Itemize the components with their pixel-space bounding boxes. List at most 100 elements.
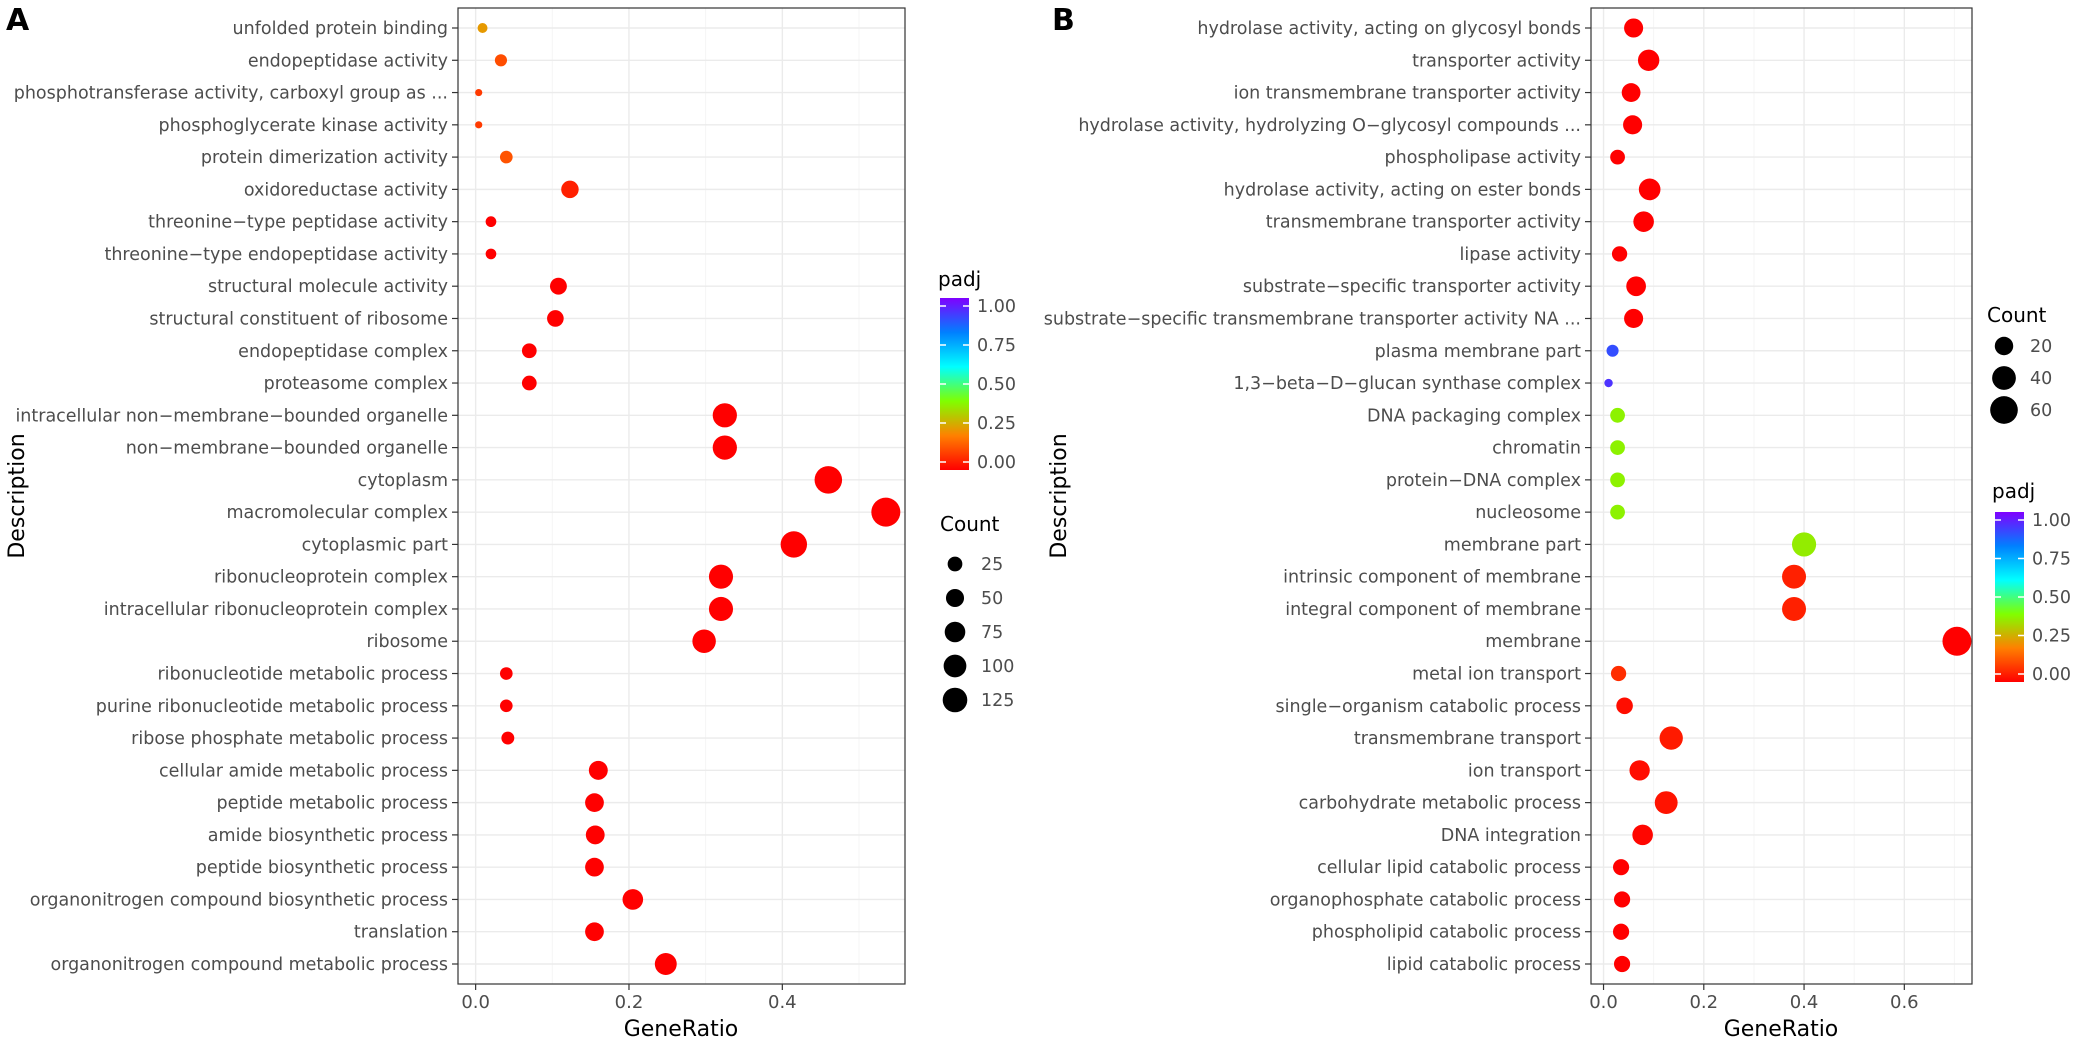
data-point [780, 531, 808, 558]
category-label: chromatin [1492, 439, 1581, 459]
data-point [692, 629, 716, 653]
category-label: phosphotransferase activity, carboxyl gr… [14, 84, 448, 104]
data-point [1613, 955, 1631, 973]
count-legend-label: 60 [2030, 401, 2052, 421]
data-point [1629, 760, 1650, 781]
count-legend-label: 50 [981, 589, 1003, 609]
x-tick-label: 0.4 [1790, 992, 1819, 1013]
category-label: threonine−type endopeptidase activity [104, 245, 448, 265]
panel-b: B hydrolase activity, acting on glycosyl… [1044, 3, 2071, 1042]
data-point [1791, 532, 1817, 557]
category-label: substrate−specific transmembrane transpo… [1044, 309, 1581, 329]
category-label: integral component of membrane [1285, 600, 1581, 620]
category-label: protein−DNA complex [1386, 471, 1581, 491]
category-label: transmembrane transport [1354, 729, 1581, 749]
category-label: oxidoreductase activity [244, 180, 448, 200]
colorbar-label: 0.25 [2032, 627, 2071, 647]
category-label: lipase activity [1459, 245, 1581, 265]
category-label: hydrolase activity, acting on ester bond… [1224, 180, 1581, 200]
count-legend-label: 100 [981, 657, 1014, 677]
count-legend-dot [944, 621, 966, 643]
panel-a-count-items: 25 50 75 100 125 [942, 555, 1014, 713]
category-label: transporter activity [1412, 51, 1581, 71]
category-label: intrinsic component of membrane [1283, 568, 1581, 588]
category-label: ion transport [1468, 761, 1581, 781]
data-point [1624, 308, 1644, 329]
data-point [1610, 472, 1625, 488]
colorbar-label: 0.25 [977, 414, 1016, 434]
count-legend-label: 40 [2030, 369, 2052, 389]
category-label: DNA integration [1441, 826, 1581, 846]
panel-a-category-labels: unfolded protein binding endopeptidase ac… [14, 19, 458, 975]
x-tick-label: 0.2 [1689, 992, 1718, 1013]
data-point [475, 121, 483, 129]
panel-b-x-ticks: 0.0 0.2 0.4 0.6 [1589, 984, 1919, 1013]
data-point [588, 760, 608, 780]
panel-a-padj-legend-title: padj [938, 267, 981, 291]
category-label: cellular amide metabolic process [159, 761, 448, 781]
data-point [477, 23, 488, 33]
category-label: organophosphate catabolic process [1270, 890, 1581, 910]
data-point [622, 889, 644, 910]
data-point [1626, 276, 1646, 297]
panel-b-x-axis-title: GeneRatio [1724, 1017, 1839, 1042]
data-point [499, 150, 513, 164]
data-point [585, 857, 604, 877]
category-label: translation [354, 923, 448, 943]
panel-a-grid [458, 8, 905, 984]
colorbar-label: 0.75 [977, 336, 1016, 356]
data-point [1610, 504, 1625, 520]
panel-b-padj-legend: padj 1.00 0.75 0.50 0.25 0.00 [1992, 479, 2071, 685]
panel-b-count-items: 20 40 60 [1990, 336, 2052, 424]
colorbar-label: 0.75 [2032, 550, 2071, 570]
category-label: substrate−specific transporter activity [1243, 277, 1581, 297]
panel-a-count-legend: Count 25 50 75 100 125 [940, 512, 1014, 713]
x-tick-label: 0.0 [461, 992, 490, 1013]
panel-a-plot-area [458, 8, 905, 984]
category-label: structural molecule activity [208, 277, 448, 297]
category-label: protein dimerization activity [201, 148, 448, 168]
data-point [1611, 246, 1628, 262]
count-legend-label: 25 [981, 555, 1003, 575]
category-label: proteasome complex [264, 374, 448, 394]
category-label: transmembrane transporter activity [1266, 213, 1581, 233]
data-point [547, 310, 564, 327]
panel-b-points [1604, 18, 1972, 973]
data-point [561, 180, 579, 199]
category-label: cytoplasmic part [302, 535, 448, 555]
data-point [814, 466, 843, 494]
panel-a-tag: A [6, 3, 30, 38]
data-point [585, 793, 604, 812]
count-legend-dot [1994, 336, 2014, 356]
data-point [1637, 49, 1660, 71]
category-label: purine ribonucleotide metabolic process [96, 697, 448, 717]
data-point [550, 277, 567, 295]
count-legend-dot [942, 687, 968, 713]
category-label: ribonucleoprotein complex [214, 568, 448, 588]
count-legend-dot [945, 588, 965, 608]
panel-b-category-labels: hydrolase activity, acting on glycosyl b… [1044, 19, 1591, 975]
data-point [871, 497, 901, 527]
panel-b-plot-area [1591, 8, 1972, 984]
x-tick-label: 0.2 [615, 992, 644, 1013]
panel-b-padj-legend-title: padj [1992, 479, 2035, 503]
data-point [1610, 665, 1627, 682]
data-point [1942, 626, 1972, 656]
category-label: ribonucleotide metabolic process [157, 665, 448, 685]
count-legend-dot [1992, 366, 2016, 390]
data-point [485, 248, 497, 260]
category-label: intracellular ribonucleoprotein complex [104, 600, 448, 620]
x-tick-label: 0.0 [1589, 992, 1618, 1013]
category-label: non−membrane−bounded organelle [126, 439, 448, 459]
colorbar-label: 0.50 [2032, 588, 2071, 608]
count-legend-label: 75 [981, 623, 1003, 643]
data-point [1610, 407, 1625, 423]
data-point [1610, 149, 1625, 165]
data-point [475, 88, 483, 97]
category-label: hydrolase activity, hydrolyzing O−glycos… [1078, 116, 1581, 136]
panel-a: A unfolded protein binding endopeptidase … [5, 3, 1016, 1042]
data-point [1659, 726, 1683, 750]
data-point [499, 699, 513, 713]
count-legend-label: 125 [981, 691, 1014, 711]
